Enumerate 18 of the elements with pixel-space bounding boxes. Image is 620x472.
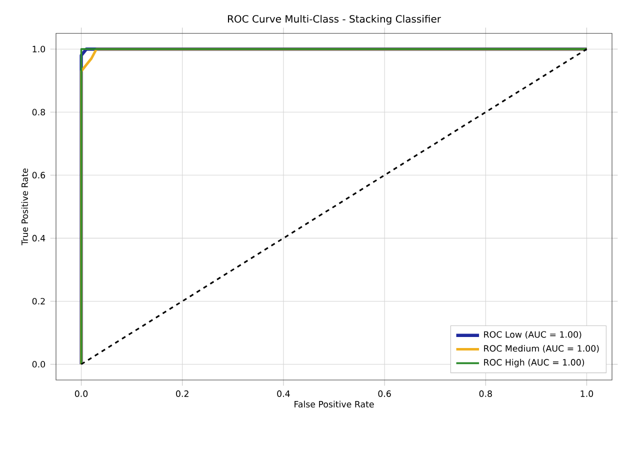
x-tick-label: 0.2 [176,390,188,397]
x-tick-label: 0.0 [74,390,88,397]
legend-label: ROC High (AUC = 1.00) [484,358,584,368]
y-tick-label: 0.0 [32,360,46,368]
y-tick-label: 0.2 [32,298,45,304]
x-tick-label: 0.4 [277,390,290,397]
x-tick-label: 0.6 [378,390,391,397]
chart-title: ROC Curve Multi-Class - Stacking Classifier [228,14,442,25]
x-tick-label: 1.0 [580,390,594,397]
y-tick-label: 0.4 [32,234,46,242]
y-tick-label: 0.6 [32,172,46,178]
x-axis-title: False Positive Rate [294,400,374,408]
legend-label: ROC Low (AUC = 1.00) [484,331,582,339]
x-tick-label: 0.8 [479,390,492,397]
legend-label: ROC Medium (AUC = 1.00) [484,344,599,353]
y-tick-label: 0.8 [32,108,46,116]
y-tick-label: 1.0 [32,46,46,52]
y-axis-title: True Positive Rate [21,168,28,246]
